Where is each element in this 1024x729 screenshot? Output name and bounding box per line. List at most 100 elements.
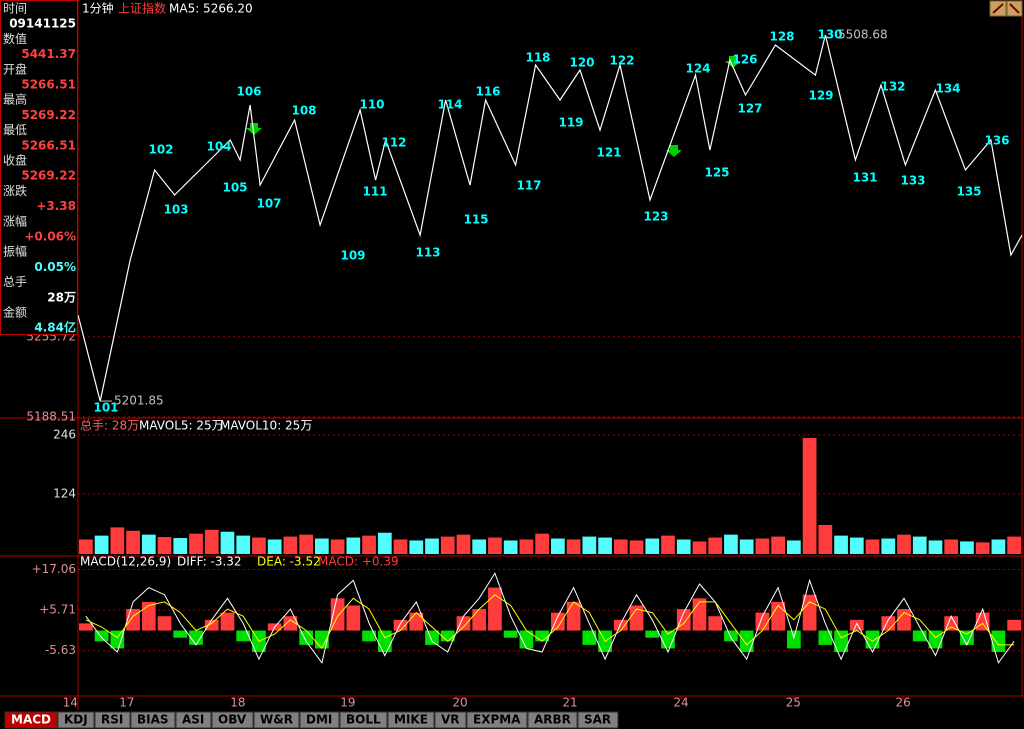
macd-bar [189,630,203,645]
info-value: 5269.22 [21,169,76,183]
tab-bg [299,711,340,729]
macd-bar [944,616,959,631]
macd-bar [141,601,156,631]
macd-bar [440,630,455,642]
macd-bar [488,587,502,631]
volume-bar [724,534,738,554]
info-value: +0.06% [24,230,76,244]
tab-label: BOLL [346,713,381,727]
wave-label: 103 [163,203,188,217]
wave-label: 132 [880,80,905,94]
volume-bar [582,536,597,554]
x-tick-label: 14 [63,696,78,710]
volume-bar [566,539,581,554]
tab-label: MIKE [394,713,428,727]
indicator-tab[interactable]: ARBR [527,711,578,729]
macd-bar [299,630,313,645]
tab-bg [211,711,254,729]
macd-label: MACD: +0.39 [318,555,399,569]
tab-label: EXPMA [473,713,521,727]
macd-bar [708,616,723,631]
indicator-tab[interactable]: BIAS [130,711,176,729]
wave-label: 106 [236,85,261,99]
indicator-tab[interactable]: MIKE [387,711,435,729]
volume-bar [645,538,660,554]
macd-bar [346,605,361,631]
volume-bar [252,537,266,554]
mavol10-label: MAVOL10: 25万 [220,419,312,433]
volume-bar [79,539,93,554]
macd-bar [456,616,471,631]
info-value: 5269.22 [21,108,76,122]
macd-bar [991,630,1006,653]
wave-label: 111 [362,185,387,199]
info-value: 4.84亿 [34,320,76,335]
volume-bar [834,535,848,554]
indicator-tab[interactable]: W&R [253,711,300,729]
volume-bar [755,538,770,554]
volume-bar [865,539,880,554]
macd-bar [551,612,565,631]
macd-bar [126,609,140,631]
x-tick-label: 25 [786,696,801,710]
tab-bg [339,711,388,729]
volume-bar [488,537,502,554]
indicator-tab[interactable]: DMI [299,711,340,729]
signal-arrow [666,145,682,157]
tab-label: MACD [11,713,51,727]
period: 1分钟 [82,1,114,16]
y-tick-label: +17.06 [32,562,76,576]
volume-bar [991,539,1006,554]
volume-bar [1007,536,1021,554]
indicator-tab[interactable]: SAR [577,711,619,729]
volume-bar [409,540,424,554]
info-label: 涨跌 [3,183,27,198]
volume-bar [472,539,487,554]
macd-bar [236,630,251,642]
wave-label: 117 [516,179,541,193]
wave-label: 130 [817,28,842,42]
indicator-tab[interactable]: KDJ [57,711,95,729]
macd-bar [409,612,424,631]
y-tick-label: -5.63 [45,643,76,657]
indicator-tab[interactable]: OBV [211,711,254,729]
macd-bar [629,605,644,631]
volume-bar [283,536,298,554]
tab-label: SAR [584,713,611,727]
macd-bar [787,630,801,649]
indicator-tab[interactable]: VR [434,711,467,729]
volume-bar [771,536,785,554]
wave-label: 114 [437,98,462,112]
macd-bar [519,630,534,649]
wave-label: 120 [569,56,594,70]
volume-bar [975,542,990,554]
volume-bar [912,536,927,554]
volume-bar [598,537,612,554]
indicator-tab[interactable]: EXPMA [466,711,528,729]
wave-label: 105 [222,181,247,195]
volume-bar [330,539,345,554]
signal-arrow [725,56,741,68]
volume-bar [440,536,455,554]
tab-bg [130,711,176,729]
indicator-tab[interactable]: MACD [4,711,58,729]
volume-title: 总手: 28万 [80,419,139,433]
y-tick-label: 124 [53,487,76,501]
wave-label: 113 [415,246,440,260]
window-icon[interactable] [989,0,1023,17]
tab-bg [175,711,212,729]
volume-bar [802,437,817,554]
info-value: 5266.51 [21,138,76,152]
indicator-tab[interactable]: RSI [94,711,131,729]
volume-bar [881,538,896,554]
indicator-tab[interactable]: ASI [175,711,212,729]
wave-label: 133 [900,174,925,188]
volume-bar [503,540,518,554]
tab-label: BIAS [137,713,169,727]
wave-label: 102 [148,143,173,157]
indicator-tab[interactable]: BOLL [339,711,388,729]
info-label: 最高 [3,92,27,107]
info-panel: 时间09141125数值5441.37开盘5266.51最高5269.22最低5… [0,0,78,335]
macd-bar [802,594,817,631]
